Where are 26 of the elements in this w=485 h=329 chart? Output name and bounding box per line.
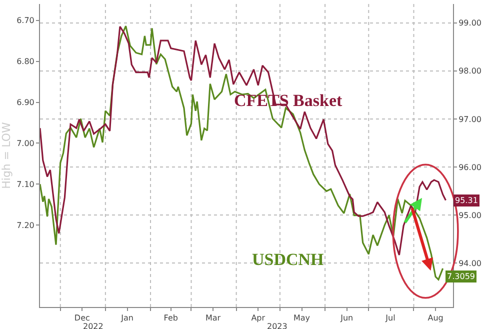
- y-tick-label: 6.70: [16, 16, 34, 26]
- x-tick-label: Jul: [384, 314, 396, 323]
- y2-tick-label: 95.00: [458, 210, 482, 220]
- y2-tick-label: 96.00: [458, 162, 482, 172]
- y-tick-label: 7.10: [16, 180, 34, 189]
- text: USDCNH: [252, 250, 324, 269]
- y2-tick-label: 97.00: [458, 114, 482, 124]
- x-tick-label: Apr: [251, 314, 266, 323]
- x-tick-label: Jun: [340, 314, 354, 323]
- y-tick-label: 7.00: [16, 139, 34, 148]
- x-tick-label: May: [293, 314, 310, 323]
- x-tick-label: Jan: [120, 314, 134, 323]
- y-tick-label: 6.90: [16, 98, 34, 108]
- y2-tick-label: 98.00: [458, 66, 482, 76]
- y2-tick-label: 99.00: [458, 18, 482, 28]
- y-tick-label: 6.80: [16, 57, 34, 66]
- y-tick-label: 7.20: [16, 220, 34, 230]
- text: 2022: [83, 322, 104, 329]
- data-label: 7.3059: [447, 272, 475, 281]
- y2-tick-label: 94.00: [458, 259, 482, 268]
- x-tick-label: Dec: [74, 314, 90, 323]
- x-tick-label: Aug: [428, 314, 444, 323]
- data-label: 95.31: [455, 196, 478, 205]
- x-tick-label: Mar: [206, 314, 222, 323]
- x-tick-label: Feb: [164, 314, 178, 323]
- text: 2023: [267, 322, 288, 329]
